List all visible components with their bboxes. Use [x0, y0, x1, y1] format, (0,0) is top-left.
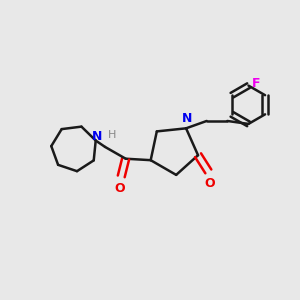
Text: F: F	[252, 77, 260, 90]
Text: H: H	[107, 130, 116, 140]
Text: O: O	[205, 177, 215, 190]
Text: O: O	[115, 182, 125, 195]
Text: N: N	[182, 112, 193, 125]
Text: N: N	[92, 130, 103, 143]
